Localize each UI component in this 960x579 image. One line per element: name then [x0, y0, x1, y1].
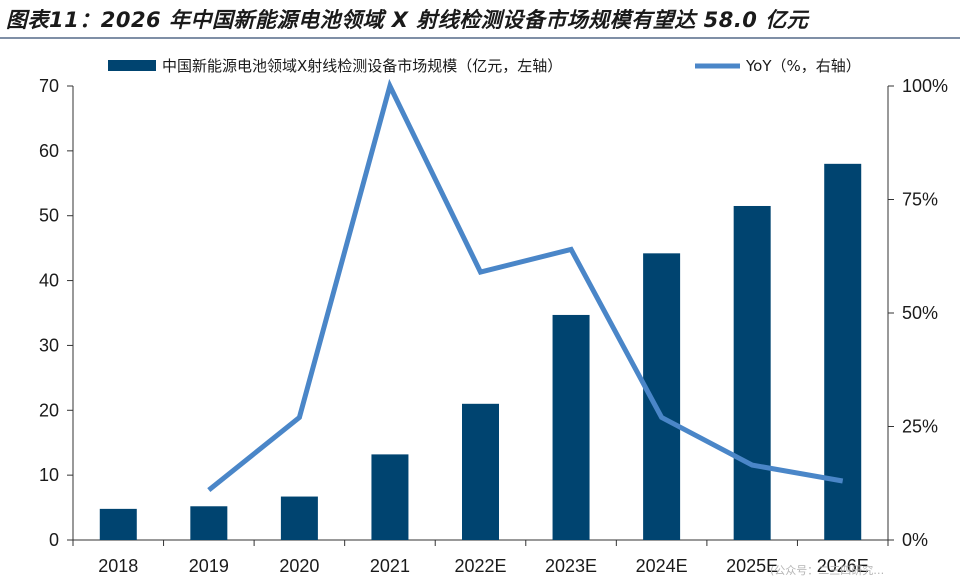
left-tick-label: 10 — [39, 465, 59, 485]
legend-line-label: YoY（%，右轴） — [745, 57, 861, 75]
left-tick-label: 60 — [39, 141, 59, 161]
bar-2019 — [190, 506, 228, 540]
right-tick-label: 75% — [902, 190, 938, 210]
right-tick-label: 0% — [902, 530, 928, 550]
x-tick-label: 2019 — [189, 556, 229, 576]
x-tick-label: 2022E — [454, 556, 506, 576]
watermark: (公众号：二三四研究… — [770, 563, 884, 577]
chart-area: 中国新能源电池领域X射线检测设备市场规模（亿元，左轴） YoY（%，右轴） 0 1… — [39, 57, 948, 577]
left-tick-label: 50 — [39, 206, 59, 226]
title-divider — [0, 37, 960, 39]
legend: 中国新能源电池领域X射线检测设备市场规模（亿元，左轴） YoY（%，右轴） — [108, 57, 861, 75]
bar-2018 — [99, 508, 137, 540]
left-tick-label: 0 — [49, 530, 59, 550]
bar-2023E — [552, 314, 590, 540]
x-tick-label: 2020 — [279, 556, 319, 576]
x-tick-label: 2018 — [98, 556, 138, 576]
plot-area: 0 10 20 30 40 50 60 70 0% 25% 50% 75% 100% 2018 2019 20… — [39, 76, 948, 576]
bar-2021 — [371, 454, 409, 540]
bar-2025E — [733, 205, 771, 540]
x-tick-label: 2025E — [726, 556, 778, 576]
right-tick-label: 50% — [902, 303, 938, 323]
bar-2026E — [824, 163, 862, 540]
left-tick-label: 30 — [39, 335, 59, 355]
right-tick-label: 25% — [902, 417, 938, 437]
right-tick-label: 100% — [902, 76, 948, 96]
left-tick-label: 20 — [39, 400, 59, 420]
x-tick-label: 2024E — [636, 556, 688, 576]
yoy-line — [207, 78, 844, 493]
x-tick-label: 2021 — [370, 556, 410, 576]
x-tick-label: 2023E — [545, 556, 597, 576]
left-tick-label: 40 — [39, 271, 59, 291]
bar-2020 — [280, 496, 318, 540]
legend-bar-swatch — [108, 60, 156, 71]
title-bar: 图表11：2026 年中国新能源电池领域 X 射线检测设备市场规模有望达 58.… — [0, 0, 960, 39]
left-tick-label: 70 — [39, 76, 59, 96]
chart-title: 图表11：2026 年中国新能源电池领域 X 射线检测设备市场规模有望达 58.… — [6, 8, 809, 32]
legend-bar-label: 中国新能源电池领域X射线检测设备市场规模（亿元，左轴） — [162, 57, 562, 75]
x-tick-label: 2026E — [817, 556, 869, 576]
bar-2022E — [462, 403, 499, 540]
